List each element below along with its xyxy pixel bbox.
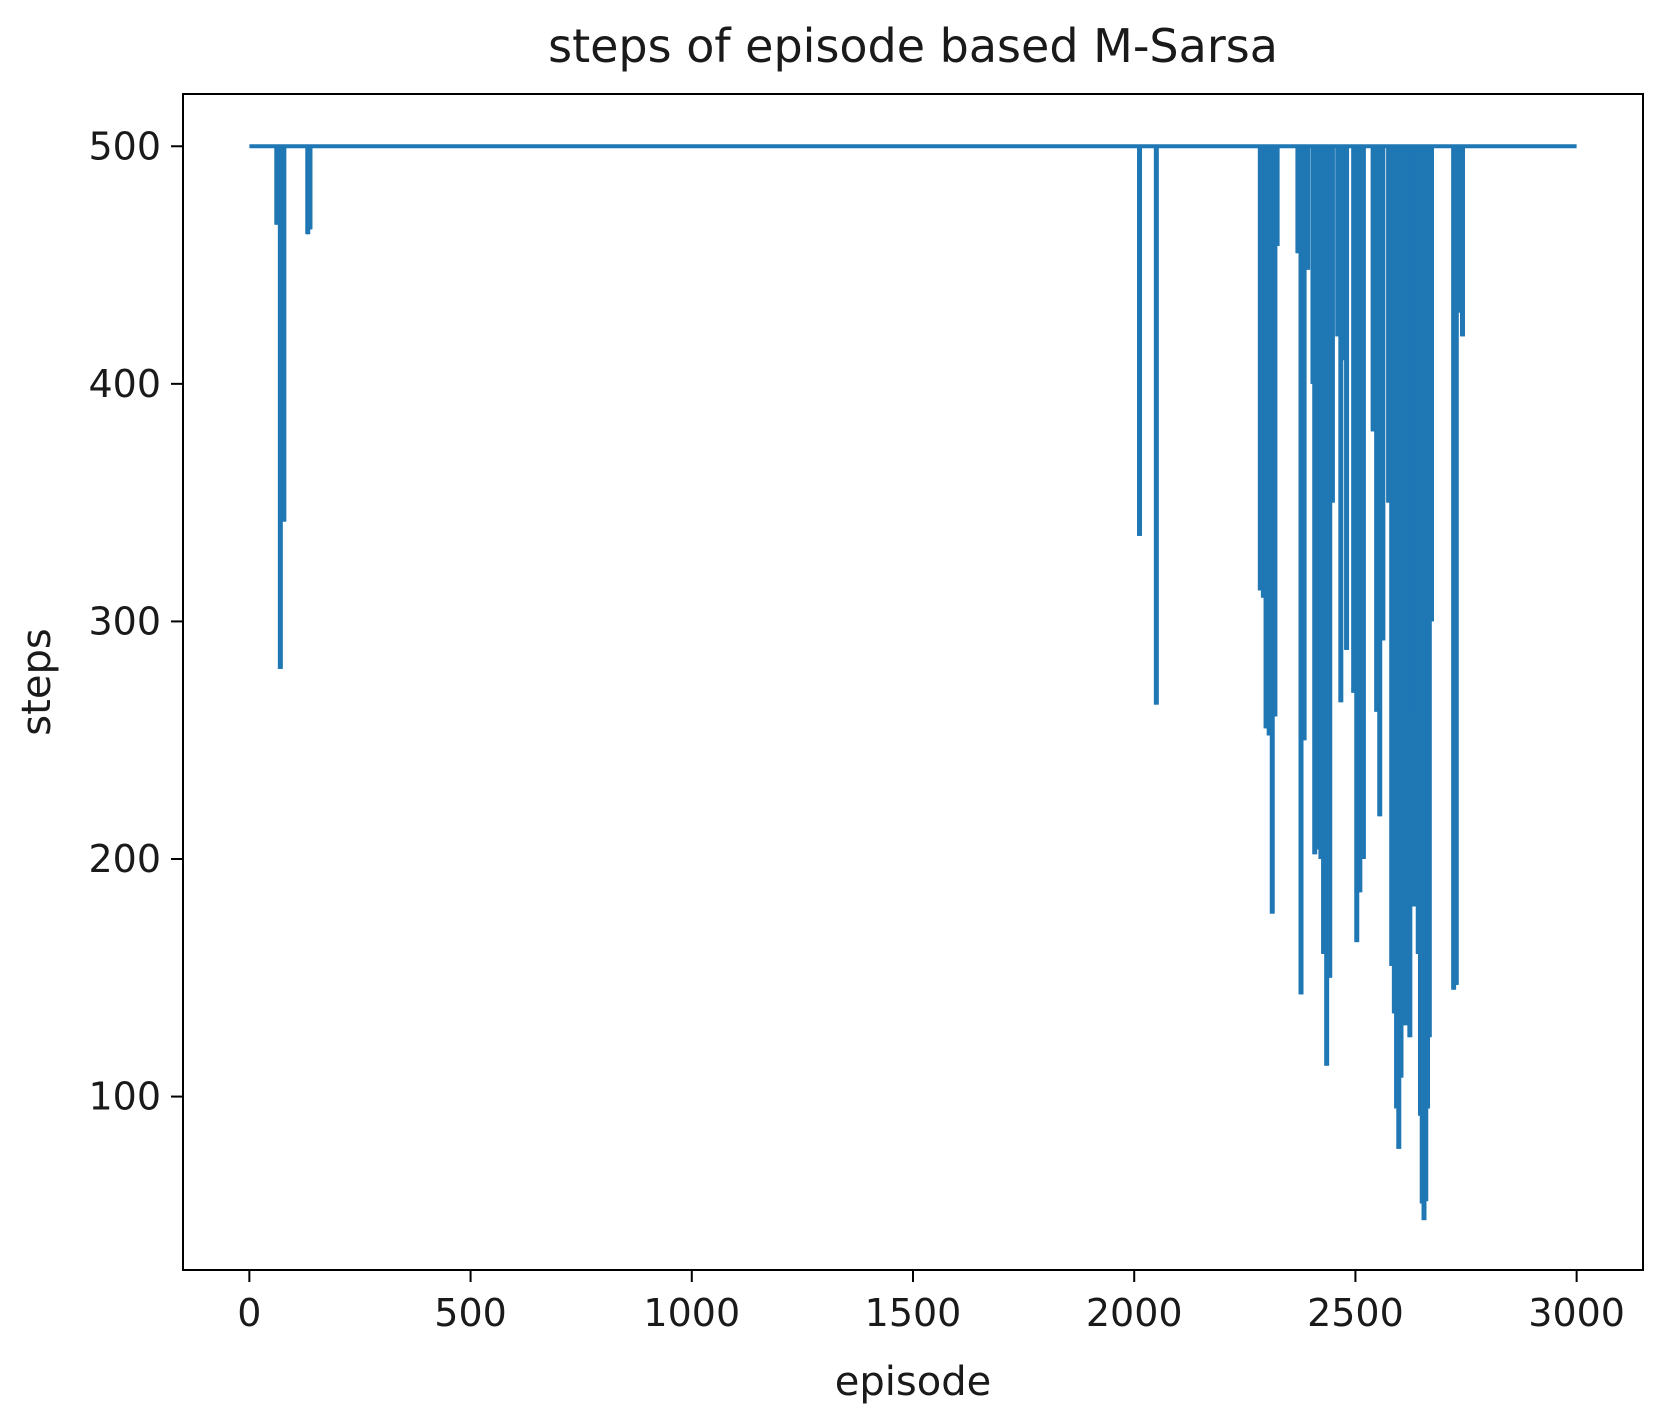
- y-axis-label: steps: [14, 628, 60, 735]
- y-tick-label: 500: [88, 124, 161, 168]
- x-tick-label: 2000: [1086, 1291, 1183, 1335]
- x-tick-label: 2500: [1307, 1291, 1404, 1335]
- y-tick-label: 300: [88, 599, 161, 643]
- y-tick-label: 100: [88, 1075, 161, 1119]
- series-layer: [249, 144, 1577, 1221]
- x-axis-label: episode: [835, 1359, 991, 1405]
- x-tick-label: 3000: [1528, 1291, 1625, 1335]
- x-tick-label: 1500: [865, 1291, 962, 1335]
- x-tick-label: 0: [237, 1291, 261, 1335]
- y-tick-label: 400: [88, 362, 161, 406]
- x-axis: 0 500 1000 1500 2000 2500 3000: [237, 1270, 1625, 1335]
- x-tick-label: 500: [434, 1291, 507, 1335]
- y-tick-label: 200: [88, 837, 161, 881]
- chart-title: steps of episode based M-Sarsa: [548, 19, 1278, 73]
- x-tick-label: 1000: [643, 1291, 740, 1335]
- y-axis: 100 200 300 400 500: [88, 124, 183, 1119]
